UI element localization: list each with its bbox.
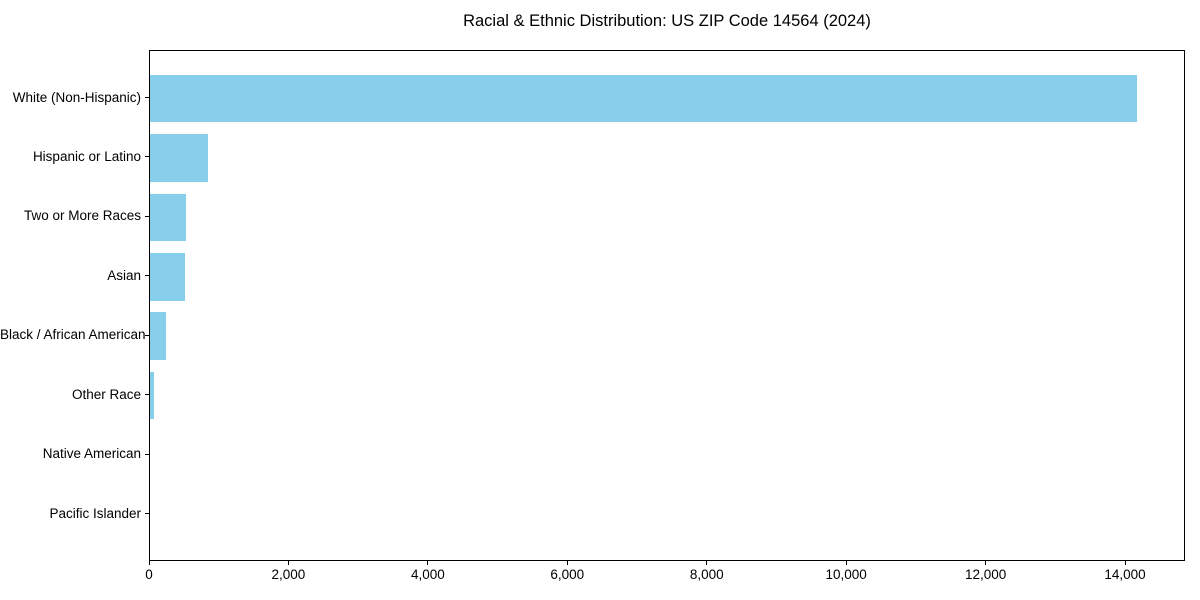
x-tick — [566, 561, 568, 565]
y-tick-label-hispanic-or-latino: Hispanic or Latino — [32, 148, 141, 164]
y-tick — [145, 334, 149, 336]
y-tick-label-other-race: Other Race — [71, 386, 141, 402]
y-tick — [145, 215, 149, 217]
x-tick — [148, 561, 150, 565]
y-tick-label-two-or-more-races: Two or More Races — [23, 208, 141, 224]
x-tick-label-10000: 10,000 — [825, 567, 867, 582]
x-tick-label-6000: 6,000 — [550, 567, 585, 582]
y-tick — [145, 275, 149, 277]
x-tick — [1124, 561, 1126, 565]
x-tick — [427, 561, 429, 565]
x-tick-label-2000: 2,000 — [271, 567, 306, 582]
bar-white-non-hispanic — [150, 74, 1137, 123]
y-tick — [145, 156, 149, 158]
x-tick — [287, 561, 289, 565]
x-tick-label-8000: 8,000 — [689, 567, 724, 582]
x-tick — [845, 561, 847, 565]
x-tick-label-14000: 14,000 — [1104, 567, 1146, 582]
y-tick-label-native-american: Native American — [42, 446, 141, 462]
bar-other-race — [150, 371, 154, 420]
y-tick-label-asian: Asian — [107, 267, 141, 283]
bar-black-african-american — [150, 312, 167, 360]
y-tick-label-white-non-hispanic: White (Non-Hispanic) — [12, 89, 141, 105]
bar-asian — [150, 253, 186, 301]
x-tick — [985, 561, 987, 565]
y-tick — [145, 97, 149, 98]
y-tick — [145, 394, 149, 396]
y-tick — [145, 453, 149, 455]
y-tick — [145, 513, 149, 514]
x-tick — [706, 561, 708, 565]
x-tick-label-12000: 12,000 — [964, 567, 1007, 582]
y-tick-label-black-african-american: Black / African American — [0, 327, 146, 343]
x-tick-label-0: 0 — [145, 567, 153, 582]
chart-title: Racial & Ethnic Distribution: US ZIP Cod… — [463, 12, 871, 30]
plot-area — [149, 50, 1185, 561]
y-tick-label-pacific-islander: Pacific Islander — [49, 505, 141, 521]
bar-two-or-more-races — [150, 193, 187, 242]
bar-hispanic-or-latino — [150, 134, 208, 182]
x-tick-label-4000: 4,000 — [410, 567, 445, 582]
